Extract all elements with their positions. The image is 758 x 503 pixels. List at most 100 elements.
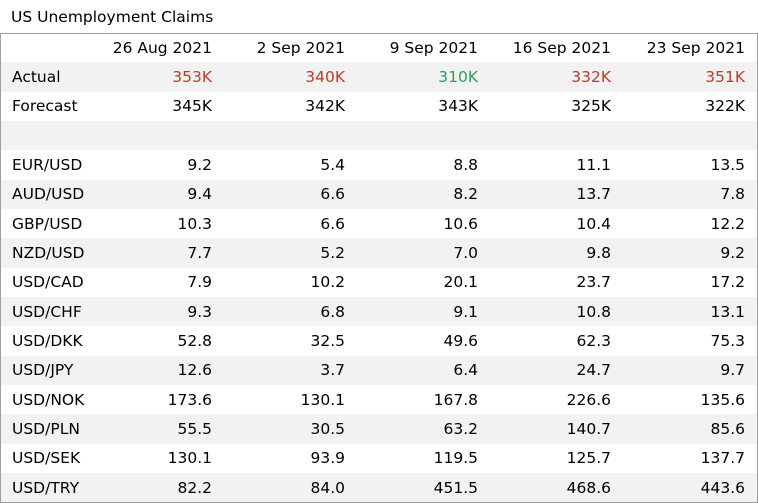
pair-value: 13.7	[491, 179, 624, 209]
column-header: 23 Sep 2021	[646, 38, 745, 57]
pair-label: USD/DKK	[12, 331, 83, 350]
pair-value: 3.7	[225, 355, 358, 385]
pair-value: 173.6	[167, 390, 212, 409]
forecast-row: Forecast 345K 342K 343K 325K 322K	[0, 92, 758, 121]
pair-value: 23.7	[576, 273, 611, 292]
pair-row: USD/JPY 12.6 3.7 6.4 24.7 9.7	[0, 355, 758, 385]
claims-table: 26 Aug 2021 2 Sep 2021 9 Sep 2021 16 Sep…	[0, 33, 758, 503]
pair-value: 468.6	[491, 472, 624, 503]
pair-label: USD/CAD	[12, 273, 84, 292]
pair-value: 6.8	[225, 296, 358, 327]
pair-value: 11.1	[576, 155, 611, 174]
pair-label: USD/CHF	[0, 296, 92, 327]
pair-value: 167.8	[433, 390, 478, 409]
pair-value: 9.2	[624, 238, 758, 268]
pair-value: 137.7	[700, 449, 745, 468]
pair-value: 10.3	[177, 214, 212, 233]
pair-label: USD/PLN	[0, 414, 92, 444]
pair-row: GBP/USD 10.3 6.6 10.6 10.4 12.2	[0, 209, 758, 238]
pair-value: 10.8	[491, 296, 624, 327]
pair-value: 13.1	[624, 296, 758, 327]
pair-value: 5.2	[225, 238, 358, 268]
pair-value: 30.5	[225, 414, 358, 444]
pair-value: 130.1	[167, 449, 212, 468]
currency-pair-rows: EUR/USD 9.2 5.4 8.8 11.1 13.5 AUD/USD 9.4 6.6 8.2…	[0, 150, 758, 503]
pair-value: 9.1	[358, 296, 491, 327]
actual-value: 310K	[358, 62, 491, 92]
pair-value: 84.0	[225, 472, 358, 503]
pair-value: 9.7	[624, 355, 758, 385]
pair-value: 135.6	[700, 390, 745, 409]
pair-row: USD/SEK 130.1 93.9 119.5 125.7 137.7	[0, 444, 758, 473]
pair-value: 12.6	[92, 355, 225, 385]
forecast-value: 322K	[705, 97, 745, 116]
pair-value: 7.9	[187, 273, 212, 292]
pair-label: USD/NOK	[12, 390, 85, 409]
pair-value: 93.9	[310, 449, 345, 468]
pair-label: EUR/USD	[12, 155, 83, 174]
pair-value: 9.4	[92, 179, 225, 209]
pair-row: USD/DKK 52.8 32.5 49.6 62.3 75.3	[0, 326, 758, 355]
header-corner	[0, 33, 92, 62]
pair-value: 62.3	[576, 331, 611, 350]
pair-value: 451.5	[358, 472, 491, 503]
pair-label: USD/TRY	[0, 472, 92, 503]
actual-row: Actual 353K 340K 310K 332K 351K	[0, 62, 758, 92]
pair-value: 17.2	[710, 273, 745, 292]
pair-value: 6.6	[320, 214, 345, 233]
pair-value: 6.4	[358, 355, 491, 385]
actual-value: 353K	[92, 62, 225, 92]
pair-value: 6.6	[225, 179, 358, 209]
pair-value: 75.3	[710, 331, 745, 350]
pair-label: GBP/USD	[12, 214, 83, 233]
spacer-cell	[0, 120, 758, 151]
pair-row: EUR/USD 9.2 5.4 8.8 11.1 13.5	[0, 150, 758, 179]
pair-value: 10.6	[443, 214, 478, 233]
row-label: Actual	[0, 62, 92, 92]
pair-value: 130.1	[300, 390, 345, 409]
pair-value: 443.6	[624, 472, 758, 503]
actual-value: 351K	[624, 62, 758, 92]
pair-value: 52.8	[177, 331, 212, 350]
pair-value: 24.7	[491, 355, 624, 385]
pair-value: 55.5	[92, 414, 225, 444]
pair-value: 12.2	[710, 214, 745, 233]
pair-row: USD/NOK 173.6 130.1 167.8 226.6 135.6	[0, 385, 758, 414]
header-row: 26 Aug 2021 2 Sep 2021 9 Sep 2021 16 Sep…	[0, 33, 758, 62]
pair-value: 9.2	[187, 155, 212, 174]
spacer-row	[0, 120, 758, 151]
column-header: 16 Sep 2021	[512, 38, 611, 57]
actual-value: 340K	[225, 62, 358, 92]
pair-value: 7.7	[92, 238, 225, 268]
pair-label: NZD/USD	[0, 238, 92, 268]
pair-value: 13.5	[710, 155, 745, 174]
pair-value: 20.1	[443, 273, 478, 292]
forecast-value: 325K	[571, 97, 611, 116]
pair-label: USD/JPY	[0, 355, 92, 385]
pair-value: 8.8	[453, 155, 478, 174]
forecast-value: 342K	[305, 97, 345, 116]
pair-value: 49.6	[443, 331, 478, 350]
table-title: US Unemployment Claims	[11, 8, 214, 26]
pair-value: 10.4	[576, 214, 611, 233]
pair-row: USD/CHF 9.3 6.8 9.1 10.8 13.1	[0, 296, 758, 327]
column-header: 9 Sep 2021	[389, 38, 478, 57]
pair-value: 32.5	[310, 331, 345, 350]
column-header: 26 Aug 2021	[112, 38, 212, 57]
actual-value: 332K	[491, 62, 624, 92]
pair-value: 85.6	[624, 414, 758, 444]
pair-value: 140.7	[491, 414, 624, 444]
pair-value: 7.0	[358, 238, 491, 268]
pair-value: 119.5	[433, 449, 478, 468]
forecast-value: 343K	[438, 97, 478, 116]
column-header: 2 Sep 2021	[256, 38, 345, 57]
pair-value: 9.3	[92, 296, 225, 327]
pair-row: NZD/USD 7.7 5.2 7.0 9.8 9.2	[0, 238, 758, 268]
pair-row: USD/PLN 55.5 30.5 63.2 140.7 85.6	[0, 414, 758, 444]
pair-value: 8.2	[358, 179, 491, 209]
pair-value: 5.4	[320, 155, 345, 174]
pair-value: 9.8	[491, 238, 624, 268]
pair-row: USD/TRY 82.2 84.0 451.5 468.6 443.6	[0, 472, 758, 503]
pair-value: 226.6	[566, 390, 611, 409]
pair-value: 7.8	[624, 179, 758, 209]
